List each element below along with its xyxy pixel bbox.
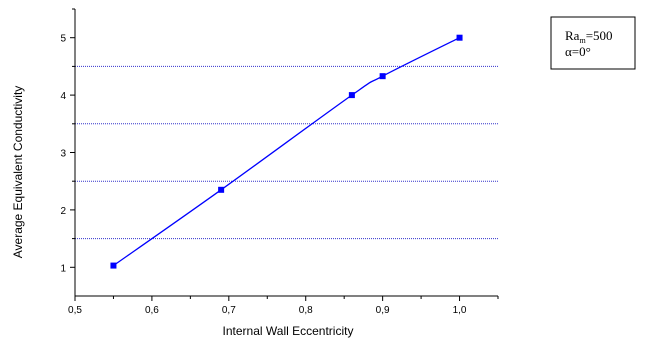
legend-line-2: α=0° — [565, 44, 591, 59]
series — [110, 34, 463, 269]
y-axis-label: Average Equivalent Conductivity — [11, 86, 25, 259]
x-tick-label-2: 0,7 — [222, 305, 236, 316]
legend-box — [550, 16, 636, 70]
y-tick-label-3: 4 — [60, 91, 66, 102]
data-point-0-2 — [348, 92, 355, 99]
legend: Ram=500 α=0° — [550, 16, 636, 70]
legend-ra: Ra — [565, 28, 580, 43]
axes — [74, 9, 498, 297]
x-axis-label: Internal Wall Eccentricity — [223, 324, 354, 338]
y-tick-label-2: 3 — [60, 149, 66, 160]
ticks: 0,5 0,6 0,7 0,8 0,9 1,0 1 2 3 4 5 — [60, 8, 499, 316]
legend-line-1: Ram=500 — [565, 28, 613, 45]
data-point-0-0 — [110, 262, 117, 269]
series-line-0 — [113, 37, 460, 267]
x-tick-label-1: 0,6 — [145, 305, 159, 316]
y-tick-label-4: 5 — [60, 34, 66, 45]
y-tick-label-0: 1 — [60, 263, 66, 274]
y-tick-label-1: 2 — [60, 206, 66, 217]
x-tick-label-5: 1,0 — [453, 305, 467, 316]
reference-lines — [75, 65, 498, 240]
data-point-0-4 — [456, 34, 463, 41]
data-point-0-1 — [218, 186, 225, 193]
data-point-0-3 — [379, 73, 386, 80]
x-tick-label-0: 0,5 — [68, 305, 82, 316]
legend-ra-subscript: m — [579, 36, 586, 45]
x-tick-label-3: 0,8 — [299, 305, 313, 316]
legend-ra-value: =500 — [586, 28, 613, 43]
x-tick-label-4: 0,9 — [376, 305, 390, 316]
